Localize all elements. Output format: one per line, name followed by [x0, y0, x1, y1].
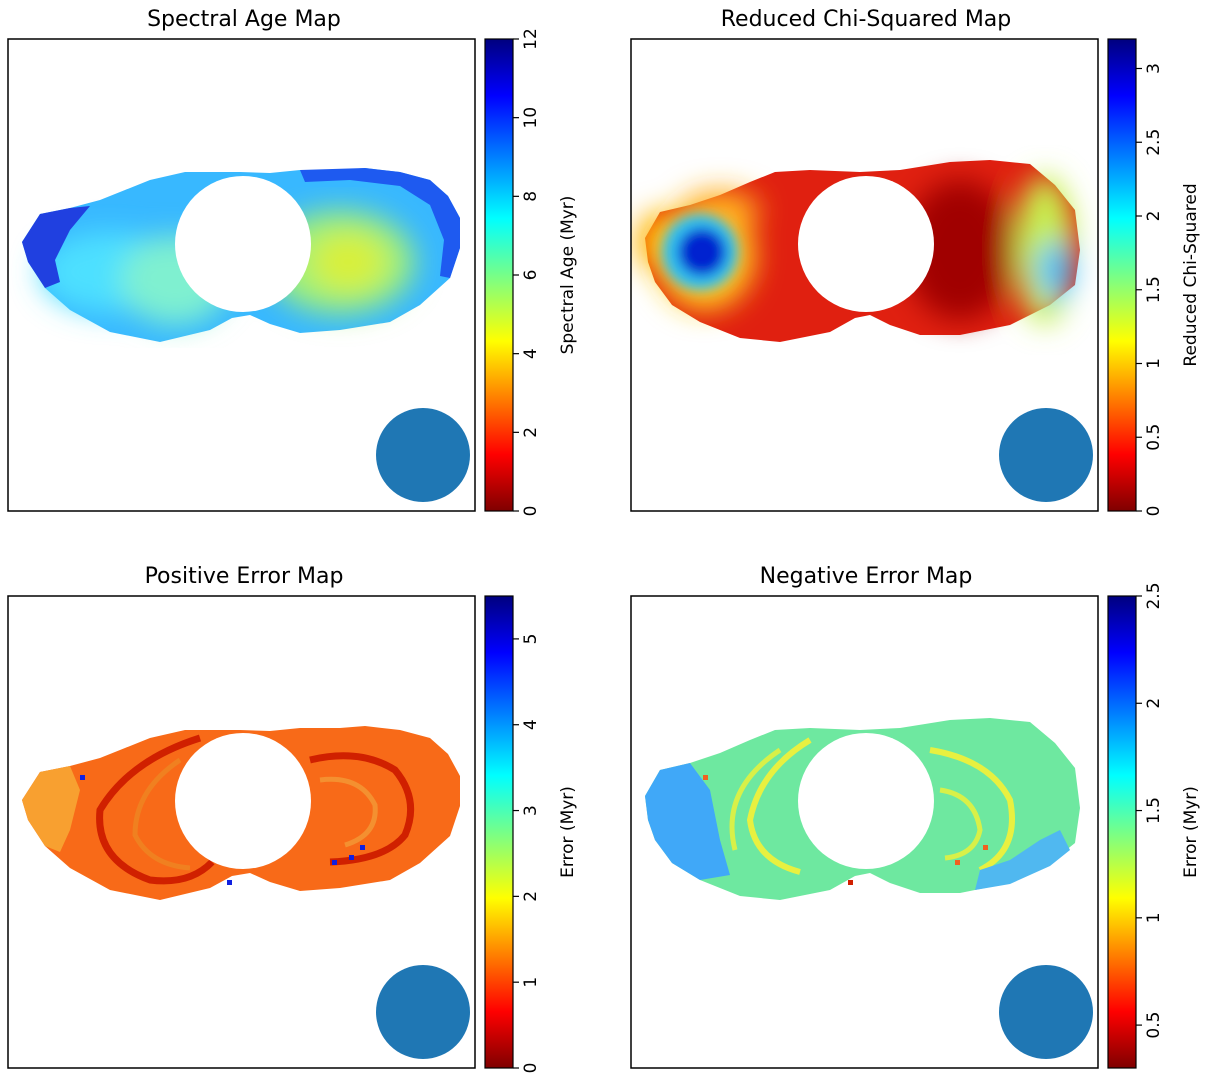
- colorbar-tick-label: 1: [1144, 358, 1164, 369]
- colorbar-tick-label: 0: [521, 1063, 541, 1074]
- panel-title-negative-error: Negative Error Map: [760, 564, 973, 589]
- axes-frame: [630, 595, 1099, 1069]
- colorbar-ticks: 0 0.5 1 1.5 2 2.5 3: [1136, 63, 1164, 516]
- beam: [999, 965, 1093, 1059]
- panel-positive-error: Positive Error Map 0 1 2 3 4 5 Error (Myr): [7, 564, 578, 1073]
- axes-frame: [630, 38, 1099, 512]
- outlier-pixel: [703, 775, 708, 780]
- colorbar-label: Spectral Age (Myr): [558, 196, 578, 355]
- beam: [999, 408, 1093, 502]
- beam: [376, 965, 470, 1059]
- colorbar: [1107, 595, 1137, 1069]
- colorbar: [484, 38, 514, 512]
- colorbar-tick-label: 3: [521, 805, 541, 816]
- panel-spectral-age: Spectral Age Map 0 2 4 6 8 10 12 Spectral Age …: [7, 7, 578, 516]
- pos-mid-band-right: [319, 776, 378, 848]
- colorbar-tick-label: 10: [521, 107, 541, 129]
- colorbar-tick-label: 5: [521, 633, 541, 644]
- colorbar-label: Reduced Chi-Squared: [1181, 183, 1201, 366]
- outlier-pixel: [332, 860, 337, 865]
- core-mask: [175, 733, 311, 869]
- colorbar-tick-label: 8: [521, 191, 541, 202]
- neg-yellow-band: [729, 747, 782, 851]
- outlier-pixel: [349, 855, 354, 860]
- colorbar-tick-label: 2.5: [1144, 129, 1164, 156]
- colorbar-tick-label: 0: [1144, 506, 1164, 517]
- colorbar-ticks: 0 2 4 6 8 10 12: [513, 28, 541, 516]
- core-mask: [798, 176, 934, 312]
- neg-yellow-band: [746, 737, 812, 875]
- neg-yellow-band: [939, 787, 983, 861]
- colorbar-ticks: 0 1 2 3 4 5: [513, 633, 541, 1073]
- panel-title-spectral-age: Spectral Age Map: [147, 7, 341, 32]
- colorbar-tick-label: 3: [1144, 63, 1164, 74]
- neg-left-tip: [645, 763, 730, 880]
- axes-frame: [7, 38, 476, 512]
- colorbar-tick-label: 1.5: [1144, 276, 1164, 303]
- colorbar-tick-label: 2: [1144, 211, 1164, 222]
- colorbar-tick-label: 1.5: [1144, 797, 1164, 824]
- neg-yellow-band: [929, 747, 1015, 873]
- panel-title-positive-error: Positive Error Map: [145, 564, 344, 589]
- axes-frame: [7, 595, 476, 1069]
- panel-reduced-chi-squared: Reduced Chi-Squared Map 0 0.5 1 1.5 2 2.5 3 Re…: [630, 7, 1201, 516]
- panel-title-reduced-chi-squared: Reduced Chi-Squared Map: [721, 7, 1012, 32]
- pos-mid-band-left: [132, 757, 191, 871]
- outlier-pixel: [80, 775, 85, 780]
- pos-dark-band-right: [309, 752, 415, 866]
- neg-blue-region: [975, 830, 1070, 890]
- colorbar-label: Error (Myr): [1181, 786, 1201, 878]
- colorbar: [1107, 38, 1137, 512]
- age-outer-edge-right: [300, 168, 460, 278]
- age-outer-edge-left: [22, 206, 90, 288]
- beam: [376, 408, 470, 502]
- colorbar-tick-label: 12: [521, 28, 541, 50]
- outlier-pixel: [848, 880, 853, 885]
- colorbar-tick-label: 0.5: [1144, 1012, 1164, 1039]
- colorbar-tick-label: 2: [521, 427, 541, 438]
- core-mask: [175, 176, 311, 312]
- colorbar-tick-label: 4: [521, 719, 541, 730]
- core-mask: [798, 733, 934, 869]
- outlier-pixel: [955, 860, 960, 865]
- colorbar-tick-label: 1: [1144, 912, 1164, 923]
- colorbar-tick-label: 2: [1144, 698, 1164, 709]
- colorbar-label: Error (Myr): [558, 786, 578, 878]
- outlier-pixel: [227, 880, 232, 885]
- colorbar-tick-label: 4: [521, 348, 541, 359]
- colorbar-ticks: 0.5 1 1.5 2 2.5: [1136, 582, 1164, 1039]
- outlier-pixel: [983, 845, 988, 850]
- colorbar: [484, 595, 514, 1069]
- pos-dark-band-left: [96, 734, 215, 885]
- colorbar-tick-label: 1: [521, 977, 541, 988]
- colorbar-tick-label: 2.5: [1144, 582, 1164, 609]
- outlier-pixel: [360, 845, 365, 850]
- colorbar-tick-label: 0.5: [1144, 424, 1164, 451]
- colorbar-tick-label: 6: [521, 270, 541, 281]
- panel-negative-error: Negative Error Map 0.5 1 1.5 2 2.5 Error (My…: [630, 564, 1201, 1069]
- chi-left-hotspot: [662, 214, 738, 290]
- pos-left-tip: [22, 766, 80, 852]
- colorbar-tick-label: 0: [521, 506, 541, 517]
- colorbar-tick-label: 2: [521, 891, 541, 902]
